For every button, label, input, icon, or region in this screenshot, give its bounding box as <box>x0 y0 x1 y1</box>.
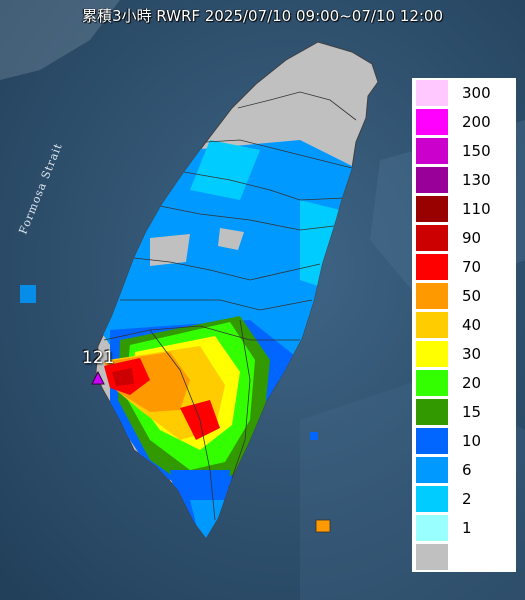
rain-zone-90mm <box>112 368 134 386</box>
legend-swatch <box>416 544 448 570</box>
rain-zone-2mm <box>190 140 260 200</box>
legend-swatch <box>416 225 448 251</box>
legend-swatch <box>416 486 448 512</box>
legend-label: 90 <box>462 229 482 247</box>
legend-label: 130 <box>462 171 491 189</box>
legend-label: 1 <box>462 519 472 537</box>
legend-label: 10 <box>462 432 482 450</box>
legend-swatch <box>416 428 448 454</box>
legend-swatch <box>416 399 448 425</box>
rainfall-legend: 300 200 150 130 110 90 70 50 40 30 20 15 10 6 2 1 <box>412 78 516 572</box>
legend-label: 40 <box>462 316 482 334</box>
legend-swatch <box>416 457 448 483</box>
legend-swatch <box>416 515 448 541</box>
legend-label: 200 <box>462 113 491 131</box>
legend-label: 30 <box>462 345 482 363</box>
max-station-marker <box>91 370 105 385</box>
green-island <box>310 432 318 440</box>
legend-label: 110 <box>462 200 491 218</box>
legend-swatch <box>416 370 448 396</box>
legend-swatch <box>416 109 448 135</box>
legend-swatch <box>416 254 448 280</box>
legend-swatch <box>416 341 448 367</box>
cloud-texture <box>0 0 120 80</box>
penghu-islands <box>20 285 36 303</box>
legend-swatch <box>416 138 448 164</box>
legend-label: 300 <box>462 84 491 102</box>
map-title: 累積3小時 RWRF 2025/07/10 09:00~07/10 12:00 <box>81 7 444 25</box>
no-rain-patch-2 <box>218 228 244 250</box>
legend-swatch <box>416 80 448 106</box>
legend-swatch <box>416 283 448 309</box>
rain-zone-6mm-central <box>100 140 360 380</box>
max-station-value: 121 <box>82 348 115 368</box>
legend-swatch <box>416 312 448 338</box>
orchid-island <box>315 519 331 533</box>
legend-label: 50 <box>462 287 482 305</box>
legend-label: 15 <box>462 403 482 421</box>
county-boundaries <box>103 91 357 521</box>
legend-swatch <box>416 196 448 222</box>
legend-label: 70 <box>462 258 482 276</box>
legend-label: 6 <box>462 461 472 479</box>
legend-label: 20 <box>462 374 482 392</box>
legend-label: 150 <box>462 142 491 160</box>
legend-label: 2 <box>462 490 472 508</box>
no-rain-patch <box>150 234 190 266</box>
legend-swatch <box>416 167 448 193</box>
